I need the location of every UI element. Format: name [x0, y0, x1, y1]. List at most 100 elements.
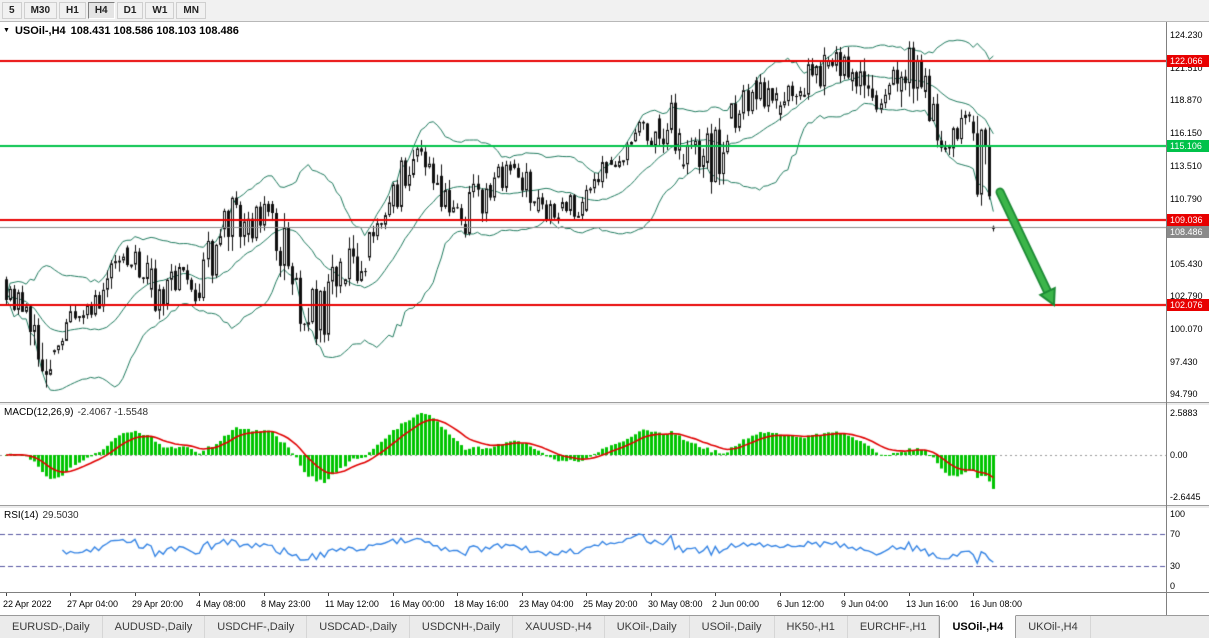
time-axis-label: 27 Apr 04:00	[67, 599, 119, 609]
price-tag: 108.486	[1167, 226, 1209, 239]
chart-tab-usoil-daily[interactable]: USOil-,Daily	[690, 616, 775, 638]
time-axis-tick	[715, 593, 716, 596]
time-axis[interactable]: 22 Apr 2022 27 Apr 04:00 29 Apr 20:00 4 May…	[0, 592, 1166, 615]
macd-name: MACD(12,26,9)	[4, 407, 74, 418]
timeframe-toolbar: 5 M30 H1 H4 D1 W1 MN	[0, 0, 1209, 22]
timeframe-button-h4[interactable]: H4	[87, 2, 115, 19]
price-tag: 109.036	[1167, 214, 1209, 227]
price-axis-label: 110.790	[1170, 193, 1202, 204]
chart-tab-ukoil-h4[interactable]: UKOil-,H4	[1016, 616, 1091, 638]
rsi-name: RSI(14)	[4, 510, 39, 521]
timeframe-button-5[interactable]: 5	[2, 2, 22, 19]
time-axis-label: 16 May 00:00	[390, 599, 445, 609]
macd-axis[interactable]: 2.5883 0.00 -2.6445	[1167, 405, 1209, 505]
pane-splitter-macd[interactable]	[0, 402, 1166, 405]
time-axis-tick	[973, 593, 974, 596]
time-axis-tick	[6, 593, 7, 596]
price-tag: 115.106	[1167, 140, 1209, 153]
time-axis-label: 29 Apr 20:00	[132, 599, 184, 609]
price-axis-label: 124.230	[1170, 29, 1203, 40]
chart-tabs-bar: EURUSD-,Daily AUDUSD-,Daily USDCHF-,Daily U…	[0, 615, 1209, 638]
price-axis-label: 100.070	[1170, 324, 1203, 335]
price-axis-label: 116.150	[1170, 128, 1202, 139]
time-axis-label: 8 May 23:00	[261, 599, 311, 609]
time-axis-tick	[651, 593, 652, 596]
time-axis-label: 18 May 16:00	[454, 599, 509, 609]
time-axis-tick	[393, 593, 394, 596]
price-tag: 122.066	[1167, 55, 1209, 68]
time-axis-label: 22 Apr 2022	[3, 599, 52, 609]
pane-splitter-rsi[interactable]	[0, 505, 1166, 508]
price-axis-main[interactable]: 124.230 121.510 118.870 116.150 113.510 110.7…	[1167, 22, 1209, 402]
time-axis-tick	[135, 593, 136, 596]
chart-tab-ukoil-daily[interactable]: UKOil-,Daily	[605, 616, 690, 638]
time-axis-label: 30 May 08:00	[648, 599, 703, 609]
time-axis-tick	[328, 593, 329, 596]
indicator-axis-label: -2.6445	[1170, 492, 1201, 502]
time-axis-label: 25 May 20:00	[583, 599, 638, 609]
chart-symbol-period-label: USOil-,H4	[14, 25, 66, 37]
indicator-axis-label: 30	[1170, 561, 1181, 571]
chart-tab-audusd-daily[interactable]: AUDUSD-,Daily	[103, 616, 206, 638]
rsi-axis[interactable]: 100 70 30 0	[1167, 508, 1209, 592]
rsi-value: 29.5030	[42, 510, 79, 521]
macd-canvas[interactable]	[0, 405, 1166, 505]
time-axis-label: 4 May 08:00	[196, 599, 246, 609]
time-axis-tick	[522, 593, 523, 596]
time-axis-tick	[780, 593, 781, 596]
rsi-canvas[interactable]	[0, 508, 1166, 592]
time-axis-tick	[844, 593, 845, 596]
indicator-axis-label: 0	[1170, 581, 1176, 591]
timeframe-button-m30[interactable]: M30	[23, 2, 58, 19]
time-axis-label: 13 Jun 16:00	[906, 599, 959, 609]
time-axis-label: 9 Jun 04:00	[841, 599, 889, 609]
chart-workspace: ▼ USOil-,H4 108.431 108.586 108.103 108.…	[0, 22, 1209, 615]
price-axis-label: 102.790	[1170, 291, 1203, 302]
indicator-axis-label: 2.5883	[1170, 408, 1198, 418]
chart-title: ▼ USOil-,H4 108.431 108.586 108.103 108.…	[3, 25, 239, 37]
rsi-pane: RSI(14) 29.5030	[0, 508, 1166, 592]
indicator-axis-label: 0.00	[1170, 450, 1188, 460]
chart-tab-usoil-h4[interactable]: USOil-,H4	[939, 615, 1017, 638]
axis-corner	[1167, 592, 1209, 615]
chart-tab-eurusd-daily[interactable]: EURUSD-,Daily	[0, 616, 103, 638]
chart-dropdown-icon[interactable]: ▼	[3, 27, 10, 34]
timeframe-button-mn[interactable]: MN	[176, 2, 206, 19]
rsi-label: RSI(14) 29.5030	[4, 510, 79, 521]
time-axis-tick	[457, 593, 458, 596]
timeframe-button-d1[interactable]: D1	[116, 2, 144, 19]
time-axis-label: 23 May 04:00	[519, 599, 574, 609]
plot-column: ▼ USOil-,H4 108.431 108.586 108.103 108.…	[0, 22, 1166, 615]
time-axis-label: 2 Jun 00:00	[712, 599, 760, 609]
macd-values: -2.4067 -1.5548	[77, 407, 149, 418]
time-axis-tick	[909, 593, 910, 596]
price-chart-canvas[interactable]	[0, 22, 1166, 402]
macd-label: MACD(12,26,9) -2.4067 -1.5548	[4, 407, 148, 418]
time-axis-tick	[586, 593, 587, 596]
time-axis-label: 16 Jun 08:00	[970, 599, 1023, 609]
chart-tab-usdcnh-daily[interactable]: USDCNH-,Daily	[410, 616, 514, 638]
price-axis-label: 113.510	[1170, 160, 1202, 171]
price-axis-label: 105.430	[1170, 259, 1203, 270]
price-axis-label: 94.790	[1170, 388, 1198, 399]
chart-tab-usdchf-daily[interactable]: USDCHF-,Daily	[205, 616, 308, 638]
indicator-axis-label: 100	[1170, 509, 1186, 519]
time-axis-tick	[264, 593, 265, 596]
chart-tab-usdcad-daily[interactable]: USDCAD-,Daily	[307, 616, 410, 638]
chart-tab-eurchf-h1[interactable]: EURCHF-,H1	[848, 616, 940, 638]
price-axis-label: 118.870	[1170, 95, 1202, 106]
timeframe-button-w1[interactable]: W1	[145, 2, 175, 19]
price-axis-label: 121.510	[1170, 62, 1203, 73]
time-axis-label: 11 May 12:00	[325, 599, 379, 609]
chart-ohlc-values: 108.431 108.586 108.103 108.486	[70, 25, 239, 37]
price-axis-column[interactable]: 124.230 121.510 118.870 116.150 113.510 110.7…	[1166, 22, 1209, 615]
chart-tab-hk50-h1[interactable]: HK50-,H1	[775, 616, 848, 638]
price-tag: 102.076	[1167, 298, 1209, 311]
axis-splitter	[1167, 505, 1209, 508]
chart-tab-xauusd-h4[interactable]: XAUUSD-,H4	[513, 616, 605, 638]
macd-pane: MACD(12,26,9) -2.4067 -1.5548	[0, 405, 1166, 505]
time-axis-tick	[70, 593, 71, 596]
indicator-axis-label: 70	[1170, 529, 1181, 539]
timeframe-button-h1[interactable]: H1	[59, 2, 86, 19]
